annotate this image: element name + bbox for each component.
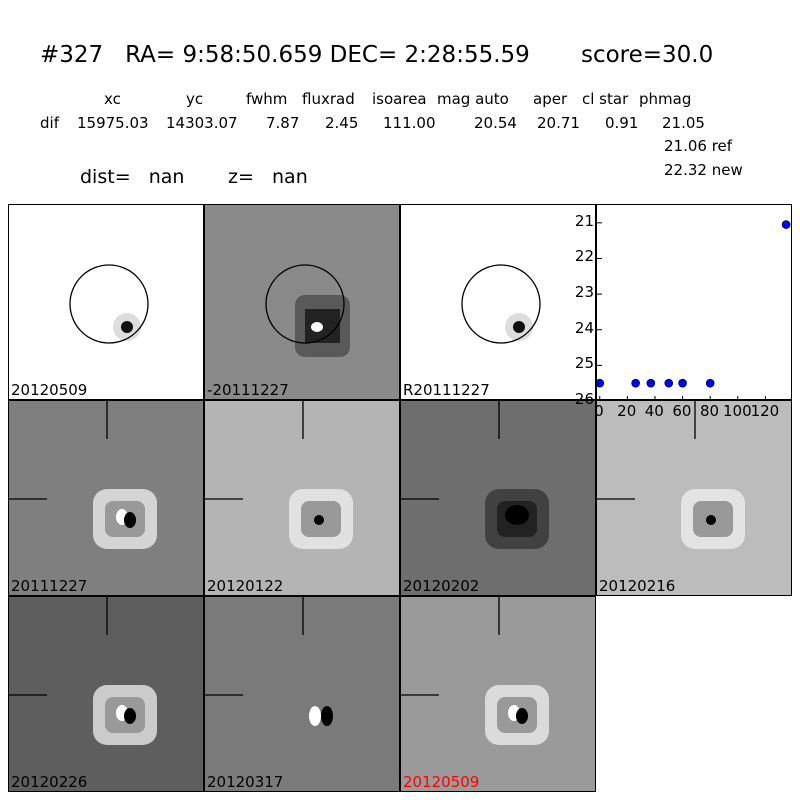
dipole-bright — [311, 322, 323, 332]
image-stamp: 20120317 — [204, 596, 400, 792]
row-value: 111.00 — [383, 114, 436, 132]
row-value: 2.45 — [325, 114, 359, 132]
stamp-date-label: 20120216 — [599, 577, 676, 595]
image-stamp: 20111227 — [8, 400, 204, 596]
stamp-date-label: 20120226 — [11, 773, 88, 791]
data-point — [705, 378, 715, 388]
dark-core — [505, 505, 529, 525]
star-core — [121, 321, 133, 333]
aperture-circle — [265, 264, 345, 344]
stamp-date-label: 20120122 — [207, 577, 284, 595]
star-core — [706, 515, 716, 525]
row-value: 15975.03 — [77, 114, 149, 132]
y-tick-label: 21 — [574, 211, 594, 230]
dipole-dark — [124, 512, 136, 528]
column-header: fwhm — [246, 90, 288, 108]
column-header: phmag — [639, 90, 692, 108]
x-tick-label: 100 — [722, 402, 752, 420]
ref-mag: 21.06 ref — [664, 137, 733, 155]
stamp-date-label: 20120509 — [11, 381, 88, 399]
stamp-date-label: 20111227 — [11, 577, 88, 595]
stamp-date-label: -20111227 — [207, 381, 289, 399]
column-header: mag auto — [437, 90, 509, 108]
y-tick-label: 26 — [574, 390, 594, 408]
data-point — [664, 378, 674, 388]
stamp-date-label: 20120509 — [403, 773, 480, 791]
dipole-dark — [321, 706, 333, 726]
x-tick-label: 80 — [699, 402, 720, 420]
image-stamp: 20120509 — [400, 596, 596, 792]
chart-plot-area — [595, 220, 791, 402]
column-header: xc — [104, 90, 121, 108]
column-header: fluxrad — [302, 90, 355, 108]
aperture-circle — [461, 264, 541, 344]
column-header: cl star — [582, 90, 629, 108]
x-tick-label: 120 — [750, 402, 780, 420]
light-curve-chart — [595, 204, 792, 402]
z-value: z= nan — [228, 166, 308, 188]
image-stamp: 20120226 — [8, 596, 204, 792]
image-stamp: -20111227 — [204, 204, 400, 400]
image-stamp: 20120122 — [204, 400, 400, 596]
row-value: 20.54 — [474, 114, 517, 132]
data-point — [595, 378, 605, 388]
page-title: #327 RA= 9:58:50.659 DEC= 2:28:55.59 sco… — [40, 42, 714, 68]
x-tick-label: 20 — [617, 402, 637, 420]
x-tick-label: 0 — [594, 402, 604, 420]
image-stamp: 20120202 — [400, 400, 596, 596]
data-point — [678, 378, 687, 388]
new-mag: 22.32 new — [664, 161, 743, 179]
image-stamp: R20111227 — [400, 204, 596, 400]
dipole-dark — [124, 708, 136, 724]
y-tick-label: 23 — [574, 283, 594, 302]
row-value: 20.71 — [537, 114, 580, 132]
row-value: 21.05 — [662, 114, 705, 132]
y-tick-label: 22 — [574, 247, 594, 266]
data-point — [646, 378, 656, 388]
image-stamp: 20120509 — [8, 204, 204, 400]
column-header: isoarea — [372, 90, 427, 108]
row-value: 14303.07 — [166, 114, 238, 132]
dipole-dark — [516, 708, 528, 724]
y-tick-label: 24 — [574, 318, 594, 337]
y-tick-label: 25 — [574, 354, 594, 373]
data-point — [781, 220, 791, 229]
dipole-bright — [309, 706, 321, 726]
x-tick-label: 60 — [672, 402, 692, 420]
x-tick-label: 40 — [644, 402, 664, 420]
stamp-date-label: R20111227 — [403, 381, 490, 399]
stamp-date-label: 20120202 — [403, 577, 480, 595]
stamp-date-label: 20120317 — [207, 773, 284, 791]
image-stamp: 20120216 — [596, 400, 792, 596]
row-value: 0.91 — [605, 114, 639, 132]
row-value: 7.87 — [266, 114, 300, 132]
row-label: dif — [40, 114, 59, 132]
data-point — [631, 378, 640, 388]
star-core — [314, 515, 324, 525]
column-header: aper — [533, 90, 568, 108]
aperture-circle — [69, 264, 149, 344]
star-core — [513, 321, 525, 333]
column-header: yc — [186, 90, 204, 108]
dist-value: dist= nan — [80, 166, 185, 188]
